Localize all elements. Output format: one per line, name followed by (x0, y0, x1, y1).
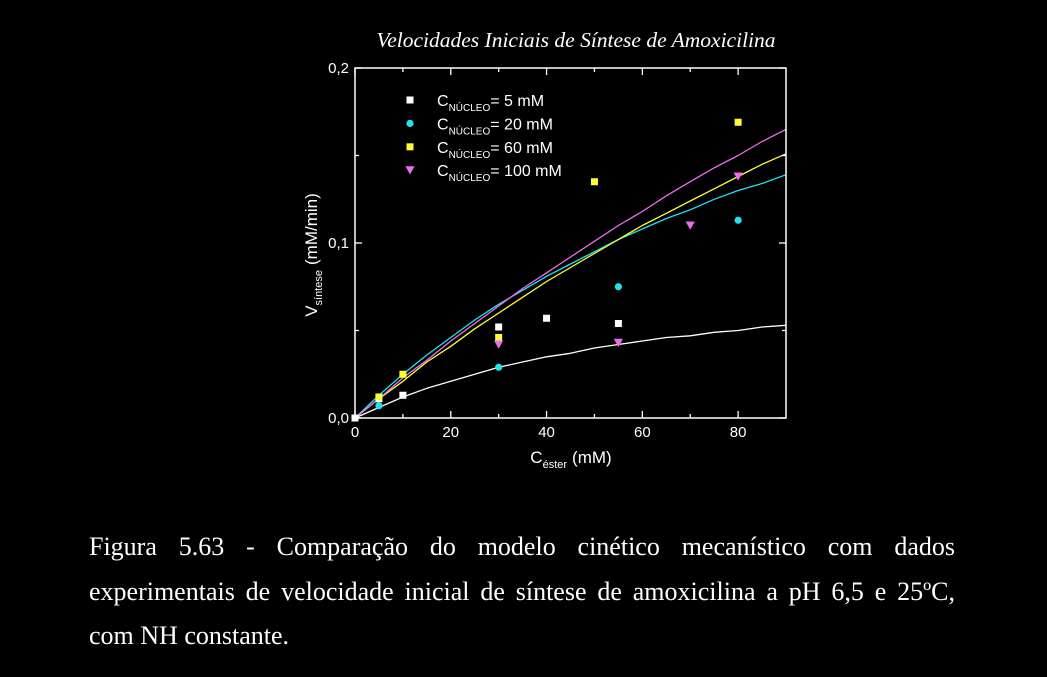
legend-label: CNÚCLEO= 20 mM (437, 116, 553, 137)
legend-marker (406, 119, 414, 127)
y-axis-label-unit: (mM/min) (302, 193, 321, 265)
chart-title: Velocidades Iniciais de Síntese de Amoxi… (376, 28, 775, 52)
caption-line: Figura 5.63 - Comparação do modelo cinét… (89, 532, 955, 561)
x-axis-label-unit: (mM) (572, 448, 612, 467)
legend-label-symbol: C (437, 163, 449, 180)
series-1-data-point (495, 323, 503, 331)
legend-label-value: = 60 mM (490, 140, 553, 157)
x-axis-label-symbol: C (530, 448, 542, 467)
series-3-data-point (399, 370, 407, 378)
legend-label-symbol: C (437, 140, 449, 157)
y-tick-label: 0,1 (328, 235, 349, 252)
x-axis-label: Céster (mM) (530, 448, 611, 471)
model-curves (354, 128, 787, 419)
series-3-data-point (495, 334, 503, 341)
legend-entry: CNÚCLEO= 60 mM (406, 140, 553, 161)
x-tick-label: 40 (538, 424, 555, 441)
legend-label: CNÚCLEO= 5 mM (437, 93, 544, 114)
y-tick-labels: 0,0 0,1 0,2 (328, 60, 349, 427)
legend-label: CNÚCLEO= 100 mM (437, 163, 562, 184)
series-2-data-point (734, 216, 742, 224)
legend-marker (406, 96, 414, 104)
axes: 0 20 40 60 80 0,0 0,1 0,2 (328, 60, 787, 441)
caption-line: com NH constante. (89, 621, 290, 650)
x-tick-label: 20 (442, 424, 459, 441)
legend-label-value: = 100 mM (490, 163, 562, 180)
series-4-points (494, 172, 743, 349)
series-3-data-point (375, 393, 383, 401)
legend-label-value: = 5 mM (490, 93, 544, 110)
x-tick-labels: 0 20 40 60 80 (351, 424, 747, 441)
series-4-data-point (494, 340, 504, 349)
series-1-points (351, 314, 622, 422)
legend-label-subscript: NÚCLEO (449, 148, 491, 161)
figure-caption: Figura 5.63 - Comparação do modelo cinét… (89, 525, 955, 659)
caption-line: experimentais de velocidade inicial de s… (89, 576, 955, 606)
x-tick-label: 0 (351, 424, 359, 441)
series-4-data-point (613, 338, 623, 347)
legend-marker (406, 143, 414, 151)
series-2-model-curve (354, 174, 787, 419)
legend-entry: CNÚCLEO= 100 mM (405, 163, 562, 184)
series-1-model-curve (354, 324, 787, 419)
legend-label-symbol: C (437, 93, 449, 110)
series-2-data-point (614, 283, 622, 291)
x-tick-label: 60 (634, 424, 651, 441)
legend-label-symbol: C (437, 116, 449, 133)
legend-entry: CNÚCLEO= 20 mM (406, 116, 553, 137)
series-3-model-curve (354, 153, 787, 419)
series-2-points (375, 216, 742, 410)
series-1-data-point (399, 391, 407, 399)
legend-label-value: = 20 mM (490, 116, 553, 133)
y-axis-label-subscript: síntese (313, 270, 325, 305)
series-1-data-point (543, 314, 551, 322)
legend-label: CNÚCLEO= 60 mM (437, 140, 553, 161)
data-points (351, 118, 743, 422)
x-tick-label: 80 (730, 424, 747, 441)
y-tick-label: 0,0 (328, 410, 349, 427)
tick-marks (354, 67, 786, 419)
series-3-data-point (734, 118, 742, 126)
series-3-data-point (590, 178, 598, 186)
series-4-data-point (733, 172, 743, 181)
y-axis-label: Vsíntese (mM/min) (302, 193, 325, 317)
series-1-data-point (614, 320, 622, 327)
series-4-data-point (685, 221, 695, 230)
series-2-data-point (375, 402, 383, 410)
series-2-data-point (495, 363, 503, 371)
legend-entry: CNÚCLEO= 5 mM (406, 93, 544, 114)
x-axis-label-subscript: éster (543, 459, 568, 471)
legend-label-subscript: NÚCLEO (449, 124, 491, 137)
y-tick-label: 0,2 (328, 60, 349, 77)
series-3-points (375, 118, 742, 401)
legend-marker (405, 166, 415, 175)
y-axis-label-symbol: V (302, 305, 321, 317)
series-4-model-curve (354, 128, 787, 419)
chart: Velocidades Iniciais de Síntese de Amoxi… (302, 28, 787, 471)
legend-label-subscript: NÚCLEO (449, 171, 491, 184)
legend-label-subscript: NÚCLEO (449, 101, 491, 114)
